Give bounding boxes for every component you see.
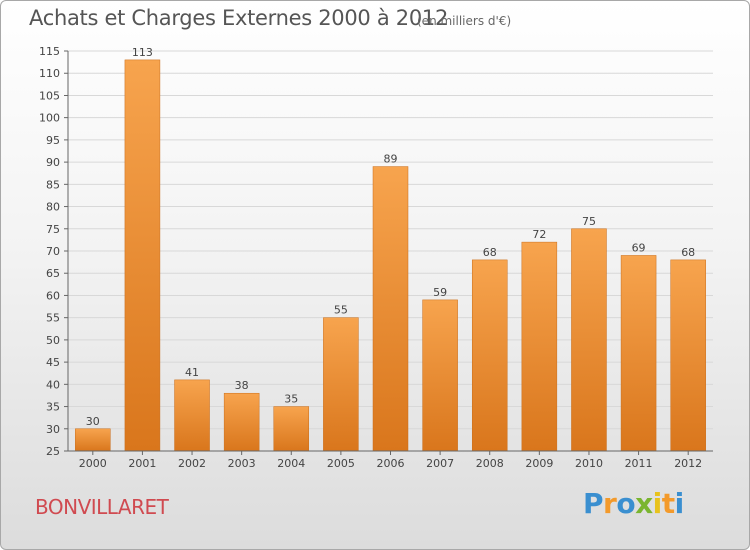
- bars: [75, 59, 706, 452]
- y-tick-label: 50: [46, 334, 60, 347]
- data-label-2000: 30: [86, 415, 100, 428]
- bar-2012: [670, 259, 706, 452]
- y-tick-label: 85: [46, 178, 60, 191]
- data-label-2012: 68: [681, 246, 695, 259]
- y-tick-label: 45: [46, 356, 60, 369]
- x-tick-label-2008: 2008: [476, 457, 504, 470]
- y-tick-label: 75: [46, 223, 60, 236]
- x-tick-label-2004: 2004: [277, 457, 305, 470]
- y-tick-label: 105: [39, 89, 60, 102]
- logo-letter: P: [583, 487, 604, 520]
- y-tick-label: 95: [46, 134, 60, 147]
- data-label-2009: 72: [532, 228, 546, 241]
- proxiti-logo[interactable]: Proxiti: [583, 487, 684, 520]
- y-tick-label: 60: [46, 289, 60, 302]
- y-tick-label: 80: [46, 201, 60, 214]
- x-tick-label-2012: 2012: [674, 457, 702, 470]
- data-label-2004: 35: [284, 393, 298, 406]
- y-tick-label: 25: [46, 445, 60, 458]
- logo-letter: i: [674, 487, 685, 520]
- bar-2010: [571, 228, 607, 452]
- y-tick-label: 55: [46, 312, 60, 325]
- logo-letter: r: [603, 487, 617, 520]
- bar-2001: [124, 59, 161, 452]
- bar-2003: [223, 392, 260, 452]
- data-label-2011: 69: [632, 241, 646, 254]
- bar-2011: [620, 255, 657, 452]
- town-name: BONVILLARET: [35, 495, 169, 519]
- y-tick-label: 115: [39, 45, 60, 58]
- y-tick-label: 35: [46, 401, 60, 414]
- bar-2000: [75, 428, 111, 452]
- data-labels: 30 113 41 38 35 55 89 59 68 72 75 69 68: [86, 46, 695, 428]
- logo-letter: i: [652, 487, 663, 520]
- data-label-2008: 68: [483, 246, 497, 259]
- data-label-2006: 89: [384, 153, 398, 166]
- y-tick-label: 30: [46, 423, 60, 436]
- y-axis: 25 30 35 40 45 50 55 60 65 70 75 80 85 90 95 100 105 110 1…: [39, 45, 69, 458]
- x-tick-label-2010: 2010: [575, 457, 603, 470]
- y-tick-label: 70: [46, 245, 60, 258]
- x-tick-label-2003: 2003: [228, 457, 256, 470]
- logo-letter: o: [616, 487, 636, 520]
- x-tick-label-2005: 2005: [327, 457, 355, 470]
- x-tick-label-2001: 2001: [128, 457, 156, 470]
- data-label-2010: 75: [582, 215, 596, 228]
- x-tick-label-2009: 2009: [525, 457, 553, 470]
- y-tick-label: 100: [39, 112, 60, 125]
- chart-subtitle: (en milliers d'€): [417, 14, 512, 28]
- bar-2002: [174, 379, 210, 452]
- bar-2007: [422, 299, 458, 452]
- data-label-2002: 41: [185, 366, 199, 379]
- data-label-2003: 38: [235, 379, 249, 392]
- bar-2008: [471, 259, 508, 452]
- chart-title: Achats et Charges Externes 2000 à 2012: [29, 6, 449, 30]
- data-label-2005: 55: [334, 304, 348, 317]
- y-tick-label: 65: [46, 267, 60, 280]
- y-tick-label: 90: [46, 156, 60, 169]
- x-tick-label-2006: 2006: [377, 457, 405, 470]
- bar-2004: [273, 406, 310, 452]
- y-tick-label: 40: [46, 378, 60, 391]
- logo-letter: t: [661, 487, 675, 520]
- data-label-2001: 113: [132, 46, 153, 59]
- x-tick-label-2002: 2002: [178, 457, 206, 470]
- y-tick-label: 110: [39, 67, 60, 80]
- data-label-2007: 59: [433, 286, 447, 299]
- bar-2006: [372, 166, 409, 452]
- x-axis: 2000 2001 2002 2003 2004 2005 2006 2007 2008 2009…: [68, 450, 713, 470]
- x-tick-label-2007: 2007: [426, 457, 454, 470]
- bar-2005: [323, 317, 359, 452]
- logo-letter: x: [635, 487, 653, 520]
- x-tick-label-2011: 2011: [625, 457, 653, 470]
- x-tick-label-2000: 2000: [79, 457, 107, 470]
- bar-2009: [521, 241, 558, 452]
